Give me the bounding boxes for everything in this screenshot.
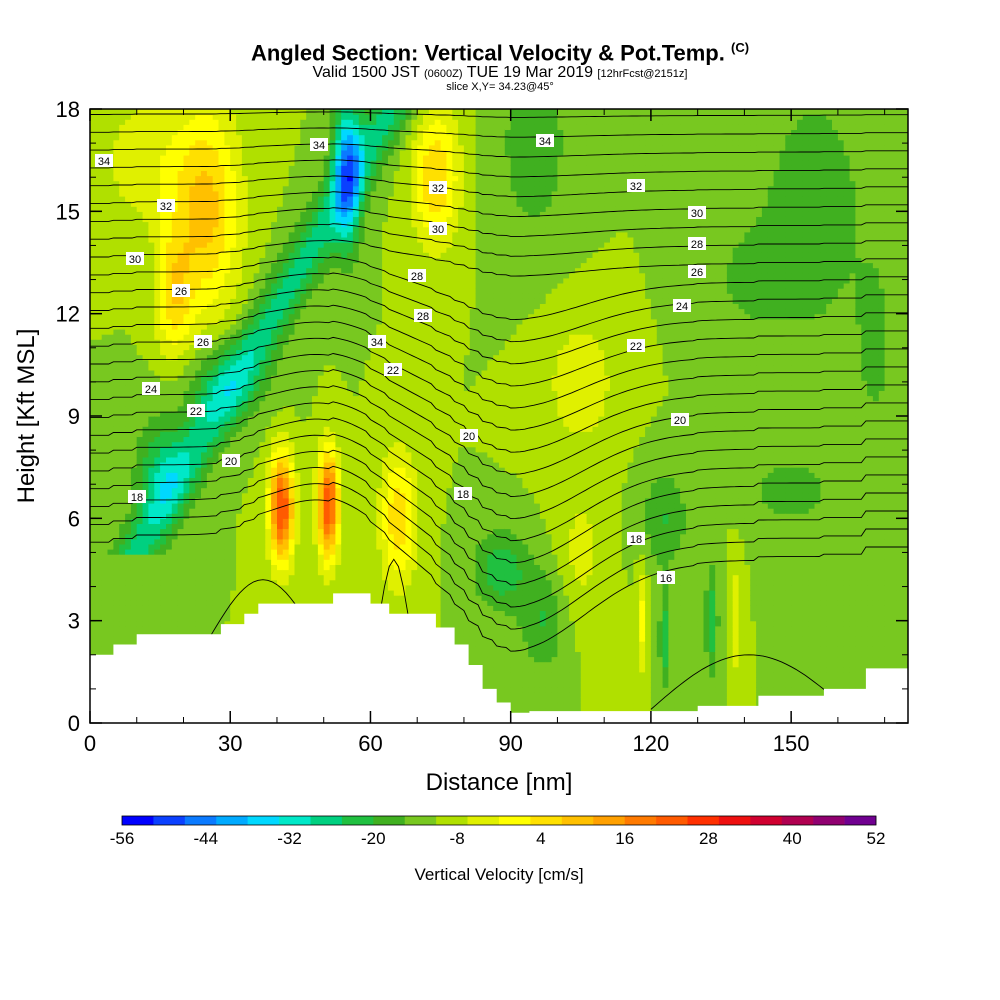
isentrope-labels: 34 32 30 26 26 24 22 20 18 34 32 30 28 28 34 22 20 18 34 32… (95, 134, 706, 585)
y-tick-label: 0 (68, 711, 80, 736)
colorbar-tick-label: -8 (450, 829, 465, 848)
y-tick-label: 15 (56, 199, 80, 224)
isentrope-label: 24 (673, 299, 691, 313)
colorbar-swatch (153, 816, 186, 825)
colorbar-title: Vertical Velocity [cm/s] (414, 865, 583, 884)
isentrope-label: 28 (408, 269, 426, 283)
isentrope-contours (90, 111, 908, 710)
isentrope-label: 28 (688, 237, 706, 251)
isentrope-label: 22 (187, 404, 205, 418)
x-tick-labels: 0 30 60 90 120 150 (84, 731, 810, 756)
colorbar-swatch (624, 816, 657, 825)
y-axis-title: Height [Kft MSL] (13, 329, 40, 504)
colorbar-tick-label: 52 (867, 829, 886, 848)
valid-prefix: Valid 1500 JST (312, 64, 420, 82)
isentrope-label: 30 (688, 206, 706, 220)
colorbar-swatch (593, 816, 625, 825)
isentrope-label: 18 (454, 487, 472, 501)
colorbar-swatch (216, 816, 248, 825)
colorbar-swatch (718, 816, 751, 825)
isentrope-label: 34 (368, 335, 386, 349)
colorbar-swatch (373, 816, 406, 825)
colorbar-swatch (750, 816, 783, 825)
isentrope-label: 26 (172, 284, 190, 298)
chart-title: Angled Section: Vertical Velocity & Pot.… (0, 36, 1000, 65)
y-tick-label: 6 (68, 506, 80, 531)
colorbar-swatch (122, 816, 154, 825)
y-tick-label: 3 (68, 609, 80, 634)
colorbar-swatch (499, 816, 531, 825)
isentrope-label: 30 (429, 222, 447, 236)
colorbar-swatch (781, 816, 814, 825)
isentrope-label: 26 (688, 265, 706, 279)
axis-ticks (89, 108, 908, 724)
isentrope-label: 32 (157, 199, 175, 213)
y-tick-labels: 0 3 6 9 12 15 18 (56, 97, 80, 736)
colorbar-frame (121, 815, 877, 826)
colorbar-tick-labels: -56 -44 -32 -20 -8 4 16 28 40 52 (110, 829, 886, 848)
isentrope-label: 30 (126, 252, 144, 266)
isentrope-label: 26 (194, 335, 212, 349)
valid-date: TUE 19 Mar 2019 (466, 64, 593, 82)
colorbar-tick-label: 40 (783, 829, 802, 848)
x-tick-label: 0 (84, 731, 96, 756)
y-tick-label: 18 (56, 97, 80, 122)
isentrope-label: 34 (536, 134, 554, 148)
colorbar-swatch (404, 816, 437, 825)
chart-title-text: Angled Section: Vertical Velocity & Pot.… (250, 40, 725, 66)
isentrope-label: 20 (671, 413, 689, 427)
colorbar-tick-label: -20 (361, 829, 386, 848)
slice-info: slice X,Y= 34.23@45° (446, 81, 554, 94)
isentrope-label: 20 (460, 429, 478, 443)
terrain-mask (90, 593, 908, 723)
x-tick-label: 150 (773, 731, 810, 756)
colorbar-swatch (467, 816, 500, 825)
colorbar-tick-label: -32 (277, 829, 302, 848)
isentrope-label: 22 (627, 339, 645, 353)
x-tick-label: 60 (358, 731, 382, 756)
colorbar-tick-label: -44 (194, 829, 219, 848)
isentrope-label: 24 (142, 382, 160, 396)
colorbar-tick-label: 16 (615, 829, 634, 848)
isentrope-label: 20 (222, 454, 240, 468)
colorbar-swatch (279, 816, 311, 825)
isentrope-label: 22 (384, 363, 402, 377)
colorbar-swatch (530, 816, 563, 825)
colorbar-swatch (561, 816, 594, 825)
isentrope-label: 18 (627, 532, 645, 546)
x-tick-label: 30 (218, 731, 242, 756)
valid-time: Valid 1500 JST (0600Z) TUE 19 Mar 2019 [… (0, 65, 1000, 82)
chart-header: Angled Section: Vertical Velocity & Pot.… (0, 36, 1000, 93)
colorbar-tick-label: 28 (699, 829, 718, 848)
colorbar-swatch (844, 816, 877, 825)
y-tick-label: 9 (68, 404, 80, 429)
colorbar-swatch (656, 816, 688, 825)
isentrope-label: 28 (414, 309, 432, 323)
valid-utc: (0600Z) (424, 68, 463, 81)
colorbar-tick-label: 4 (536, 829, 545, 848)
colorbar-swatch (184, 816, 217, 825)
colorbar-swatch (436, 816, 468, 825)
isentrope-label: 16 (657, 571, 675, 585)
colorbar-tick-label: -56 (110, 829, 135, 848)
x-axis-title: Distance [nm] (426, 769, 573, 796)
x-tick-label: 90 (498, 731, 522, 756)
isentrope-label: 32 (429, 181, 447, 195)
forecast-info: [12hrFcst@2151z] (597, 68, 688, 81)
y-tick-label: 12 (56, 302, 80, 327)
colorbar-swatch (247, 816, 280, 825)
colorbar-swatch (341, 816, 374, 825)
colorbar-swatch (687, 816, 720, 825)
colorbar (121, 815, 877, 826)
copyright-mark: (C) (731, 40, 750, 55)
colorbar-swatch (813, 816, 845, 825)
plot-area (90, 109, 908, 723)
colorbar-swatch (310, 816, 343, 825)
isentrope-label: 34 (310, 138, 328, 152)
isentrope-label: 34 (95, 154, 113, 168)
isentrope-label: 32 (627, 179, 645, 193)
isentrope-label: 18 (128, 490, 146, 504)
x-tick-label: 120 (633, 731, 670, 756)
